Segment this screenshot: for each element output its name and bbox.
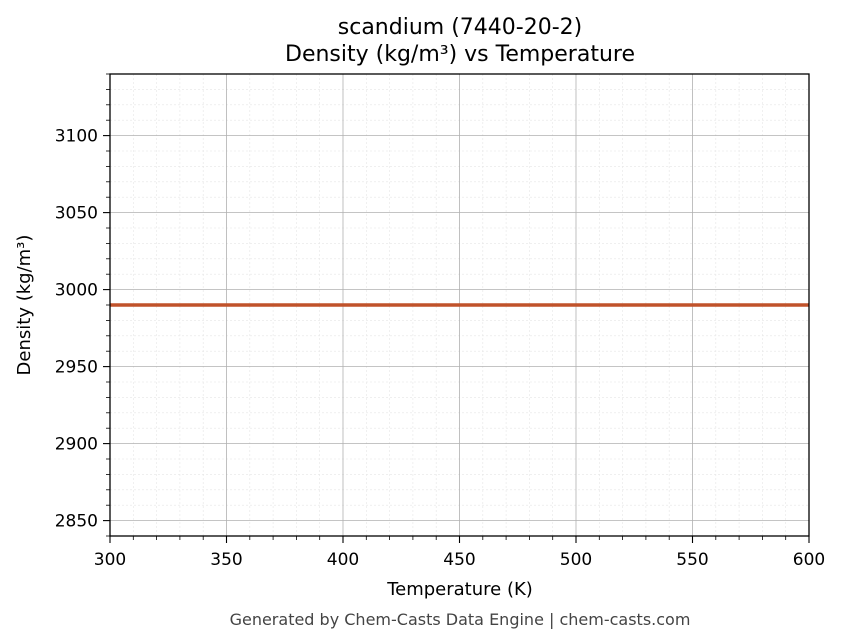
x-axis-label: Temperature (K) <box>386 579 533 600</box>
y-tick-label: 2950 <box>55 358 98 378</box>
x-tick-label: 300 <box>94 550 126 570</box>
footer-credit: Generated by Chem-Casts Data Engine | ch… <box>230 610 691 629</box>
y-axis-ticks: 2850 2900 2950 3000 3050 3100 <box>55 73 110 537</box>
y-tick-label: 3000 <box>55 281 98 301</box>
major-grid <box>110 74 809 536</box>
x-tick-label: 450 <box>443 550 475 570</box>
chart-title-line2: Density (kg/m³) vs Temperature <box>285 42 635 67</box>
y-axis-label: Density (kg/m³) <box>14 235 35 376</box>
y-tick-label: 2850 <box>55 512 98 532</box>
x-tick-label: 550 <box>676 550 708 570</box>
chart-title-line1: scandium (7440-20-2) <box>338 15 582 40</box>
y-tick-label: 3100 <box>55 127 98 147</box>
x-tick-label: 350 <box>210 550 242 570</box>
x-tick-label: 500 <box>560 550 592 570</box>
x-axis-ticks: 300 350 400 450 500 550 600 <box>94 536 825 570</box>
y-tick-label: 3050 <box>55 204 98 224</box>
chart-title: scandium (7440-20-2) Density (kg/m³) vs … <box>285 15 635 67</box>
x-tick-label: 600 <box>793 550 825 570</box>
x-tick-label: 400 <box>327 550 359 570</box>
y-tick-label: 2900 <box>55 435 98 455</box>
